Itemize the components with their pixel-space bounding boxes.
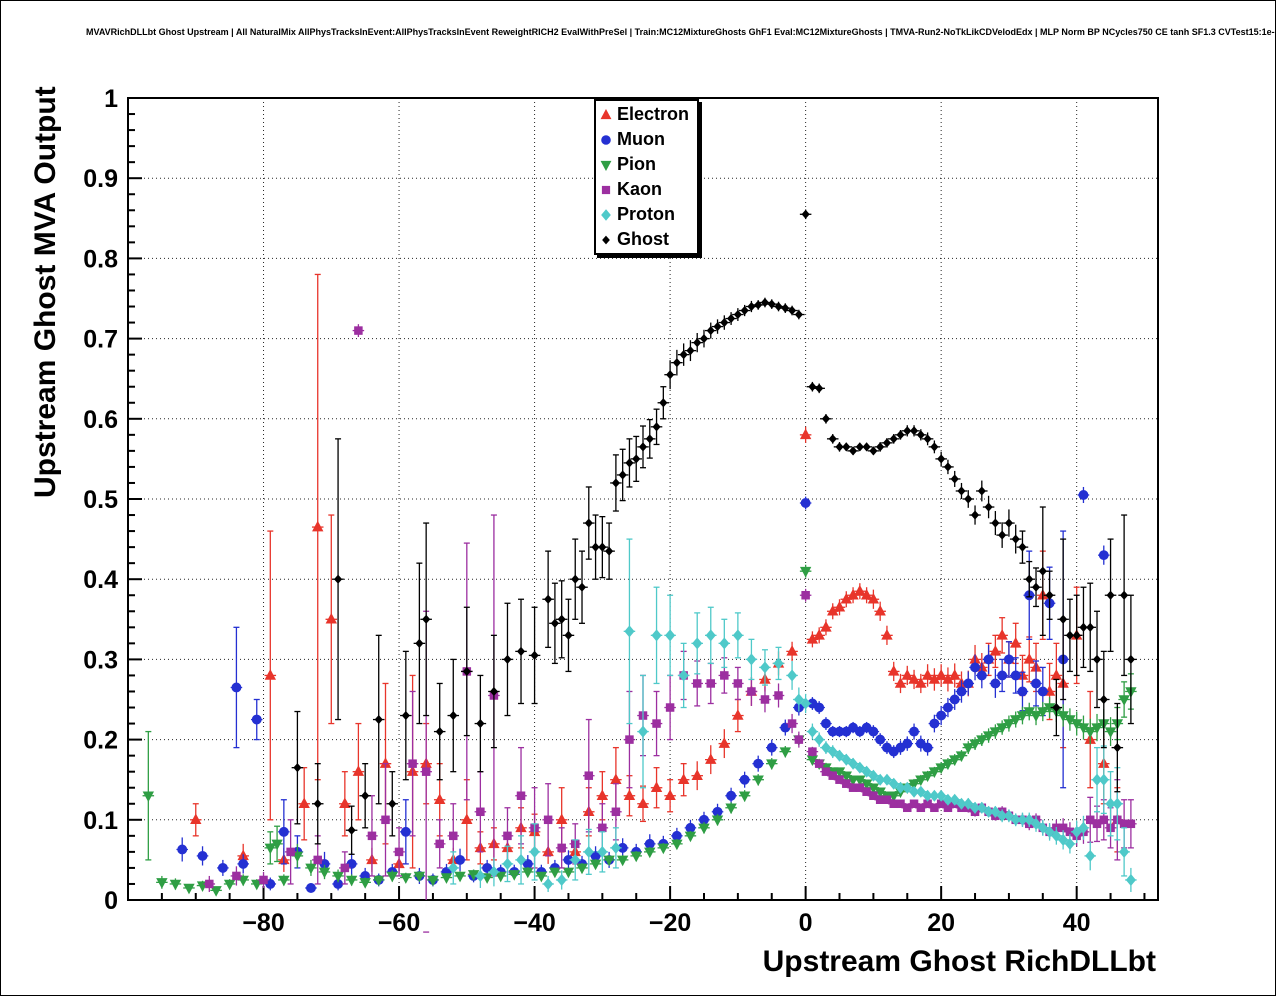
electron-marker-icon: [600, 108, 612, 119]
legend-label-proton: Proton: [617, 204, 675, 224]
y-axis-title: Upstream Ghost MVA Output: [29, 86, 62, 498]
y-tick-label: 0.6: [83, 406, 118, 434]
y-tick-label: 0.4: [83, 566, 118, 594]
x-tick-label: 20: [927, 909, 955, 937]
plot-title: MVAVRichDLLbt Ghost Upstream | All Natur…: [86, 27, 1276, 37]
legend-label-pion: Pion: [617, 154, 656, 174]
legend-item-kaon: Kaon: [598, 177, 689, 202]
legend-label-ghost: Ghost: [617, 229, 669, 249]
pion-marker-icon: [600, 160, 612, 171]
x-tick-label: −20: [649, 909, 691, 937]
legend-item-electron: Electron: [598, 102, 689, 127]
y-tick-label: 0.8: [83, 245, 118, 273]
y-tick-label: 0.2: [83, 727, 118, 755]
legend-label-kaon: Kaon: [617, 179, 662, 199]
x-tick-label: −40: [513, 909, 555, 937]
ghost-marker-icon: [602, 235, 610, 244]
y-tick-label: 0.1: [83, 807, 118, 835]
series-electron: [190, 273, 1124, 874]
series-proton: [447, 538, 1137, 892]
y-tick-label: 0.7: [83, 326, 118, 354]
y-tick-label: 0.9: [83, 165, 118, 193]
x-tick-label: 0: [799, 909, 813, 937]
y-tick-label: 1: [104, 85, 118, 113]
y-tick-label: 0: [104, 887, 118, 915]
muon-marker-icon: [601, 134, 611, 145]
legend-item-muon: Muon: [598, 127, 689, 152]
x-axis-title: Upstream Ghost RichDLLbt: [762, 945, 1156, 978]
y-tick-label: 0.5: [83, 486, 118, 514]
x-tick-label: −80: [242, 909, 284, 937]
kaon-marker-icon: [601, 185, 611, 194]
y-tick-label: 0.3: [83, 646, 118, 674]
legend-label-electron: Electron: [617, 104, 690, 124]
series-ghost: [291, 209, 1137, 855]
proton-marker-icon: [601, 208, 611, 221]
x-tick-label: 40: [1063, 909, 1091, 937]
legend-item-proton: Proton: [598, 202, 689, 227]
legend-item-ghost: Ghost: [598, 227, 689, 252]
legend: Electron Muon Pion Kaon Proton Ghost: [594, 99, 700, 255]
legend-label-muon: Muon: [617, 129, 665, 149]
legend-item-pion: Pion: [598, 152, 689, 177]
x-tick-label: −60: [378, 909, 420, 937]
